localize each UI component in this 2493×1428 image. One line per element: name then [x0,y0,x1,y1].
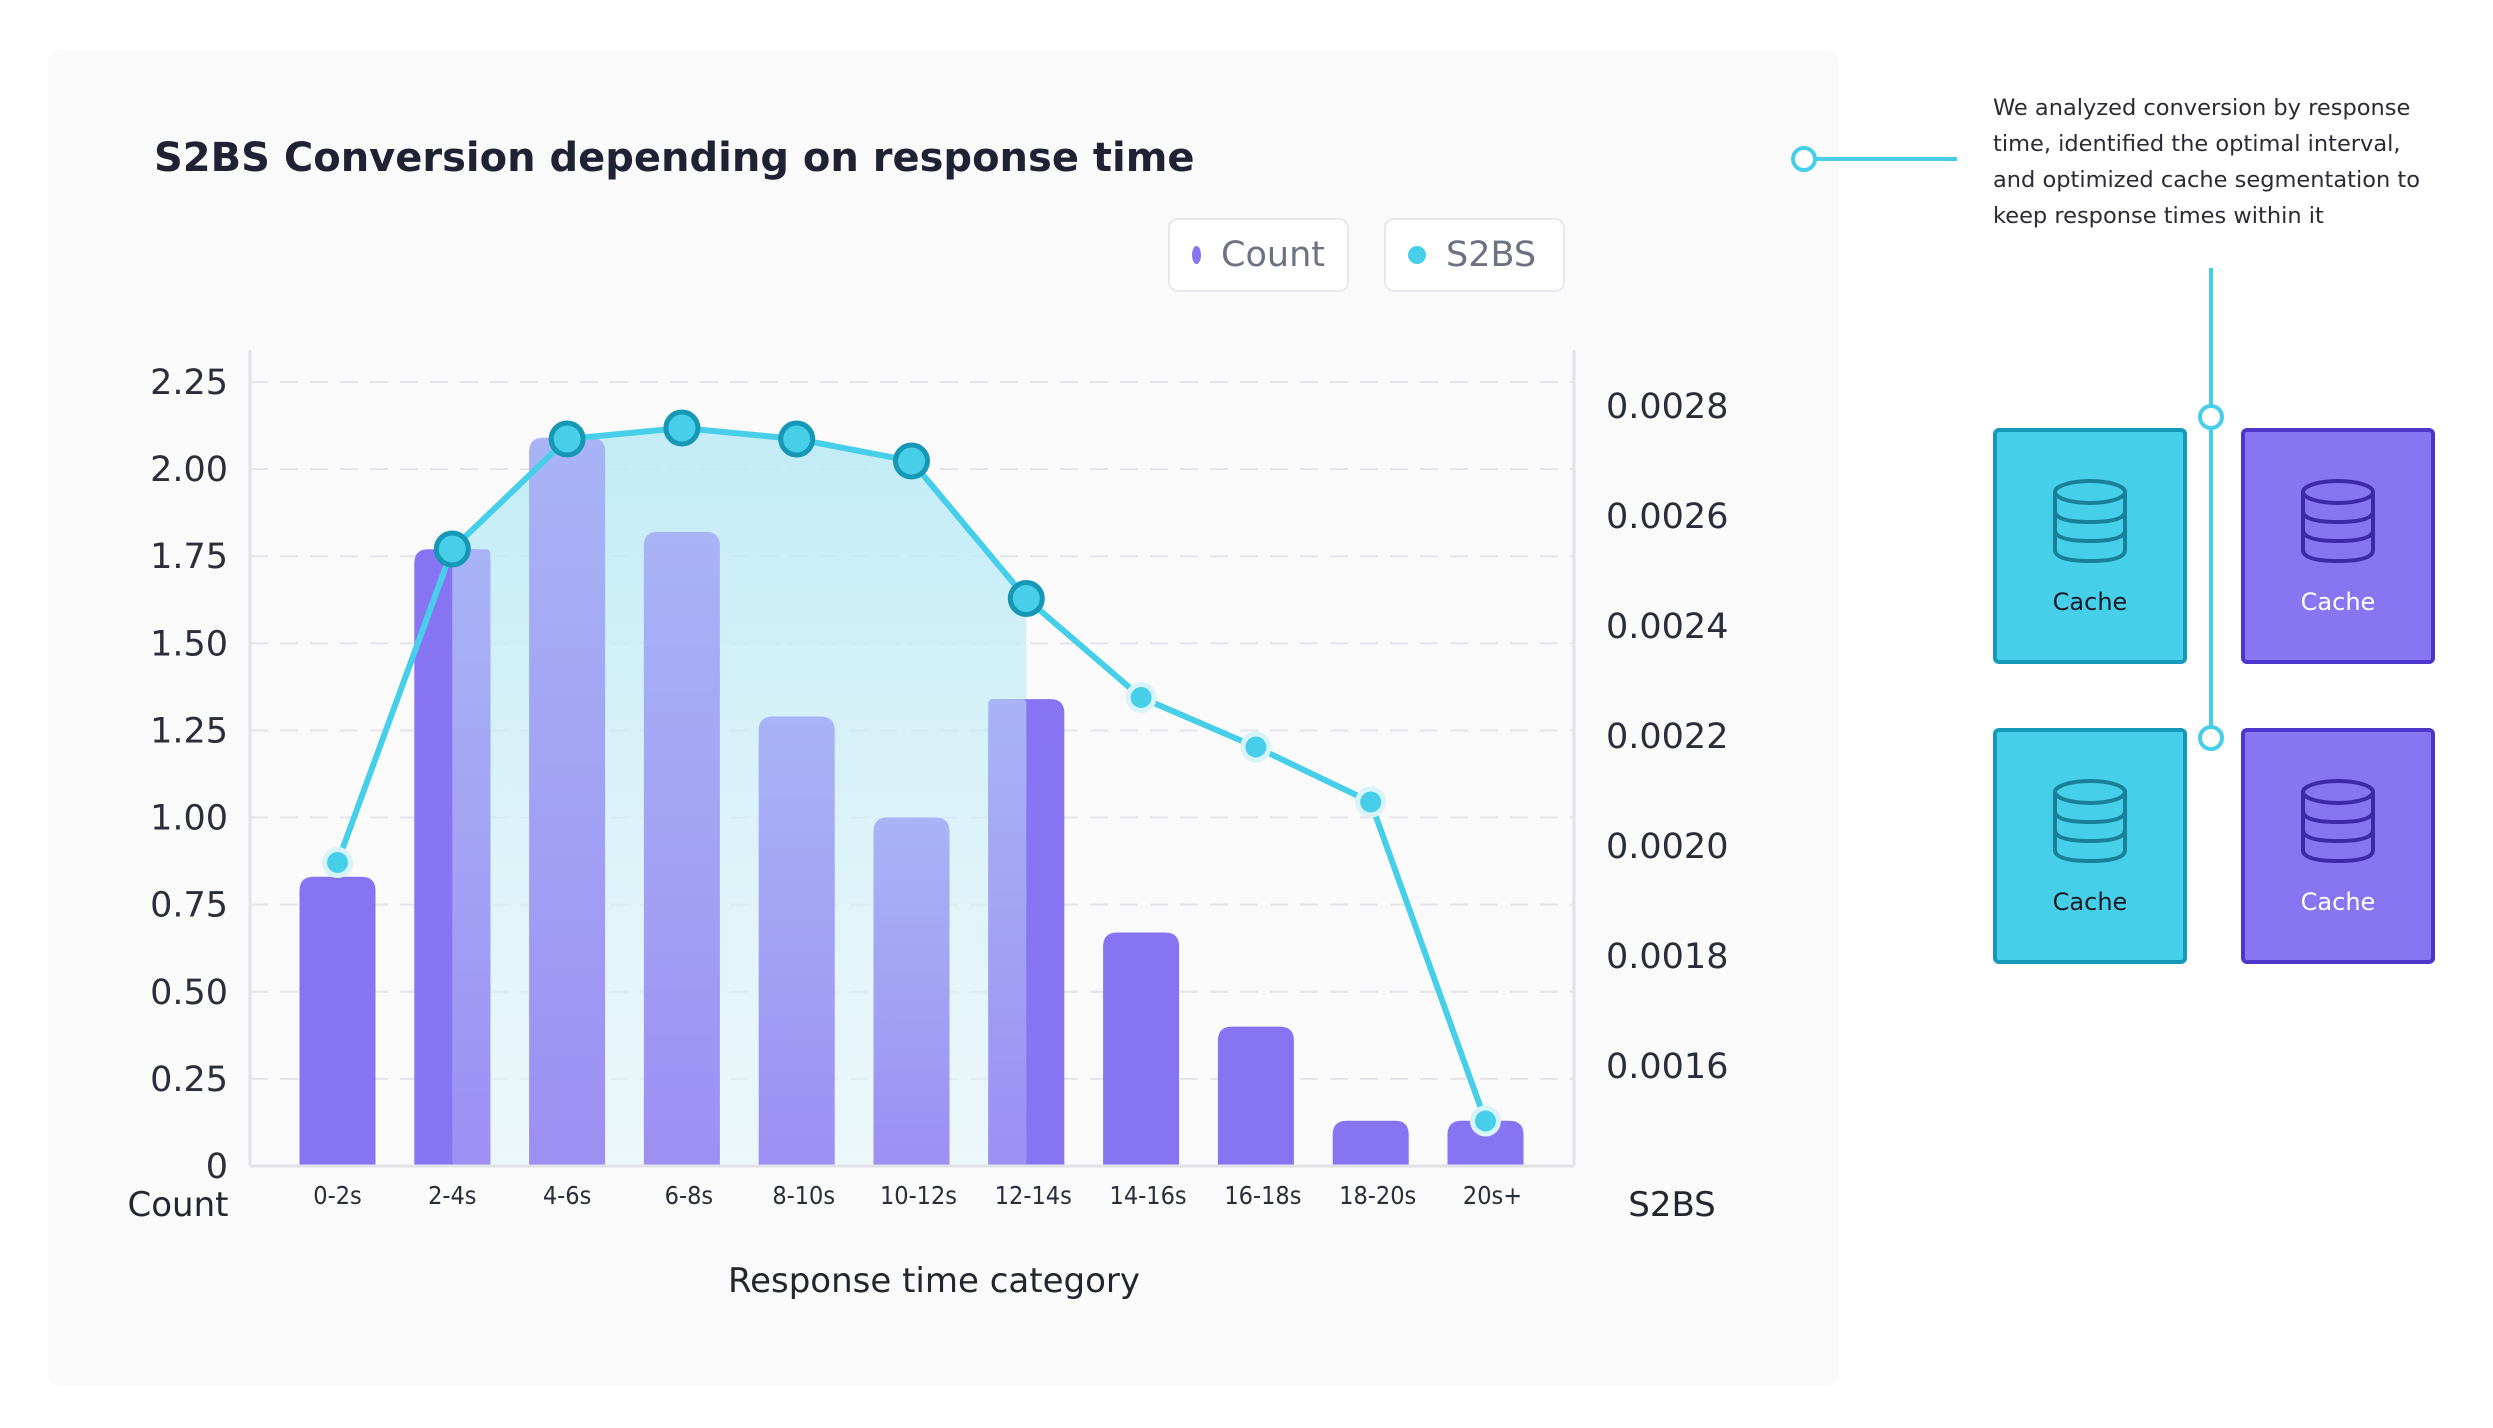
left-tick-label: 2.00 [150,450,228,490]
s2bs-point [1007,580,1045,617]
bar [1332,1120,1409,1166]
left-axis-title: Count [128,1185,229,1225]
bar [299,876,376,1166]
x-tick-label: 12-14s [995,1181,1072,1210]
x-axis-title: Response time category [728,1261,1140,1301]
right-tick-label: 0.0028 [1606,387,1728,427]
bar [1217,1026,1294,1166]
left-tick-label: 1.25 [150,711,228,751]
bar [1103,932,1180,1166]
cache-connector-node [2198,725,2224,751]
database-icon [2301,779,2375,864]
right-tick-label: 0.0026 [1606,497,1728,537]
database-icon [2053,479,2127,564]
cache-label: Cache [2052,588,2128,616]
bars [299,437,1524,1166]
bar [1447,1120,1524,1166]
axes: 0 0.25 0.50 0.75 1.00 1.25 1.50 1.75 2.00 2.25 0.0… [150,350,1728,1210]
left-tick-label: 2.25 [150,363,228,403]
x-tick-label: 8-10s [772,1181,835,1210]
x-tick-label: 4-6s [543,1181,591,1210]
bar [643,531,720,1166]
cache-label: Cache [2052,888,2128,916]
s2bs-point [663,409,701,447]
s2bs-point [1355,786,1387,818]
s2bs-point [893,442,930,480]
x-tick-label: 6-8s [665,1181,713,1210]
bar-highlight-part [988,699,1027,1166]
chart-title: S2BS Conversion depending on response ti… [154,135,1195,181]
cache-box[interactable]: Cache [1993,428,2187,664]
legend-dot-s2bs [1408,246,1426,264]
right-axis-title: S2BS [1628,1185,1716,1225]
right-tick-label: 0.0024 [1606,607,1728,647]
x-tick-label: 14-16s [1110,1181,1187,1210]
right-tick-label: 0.0016 [1606,1047,1728,1087]
s2bs-point [322,847,353,878]
x-tick-label: 16-18s [1224,1181,1301,1210]
cache-box[interactable]: Cache [1993,728,2187,964]
s2bs-point [1125,682,1157,713]
annotation-text: We analyzed conversion by response time,… [1993,95,2420,229]
s2bs-point [548,420,586,458]
x-tick-label: 0-2s [313,1181,361,1210]
legend-item-s2bs[interactable]: S2BS [1384,218,1565,292]
x-tick-label: 10-12s [880,1181,957,1210]
left-tick-label: 1.50 [150,624,228,664]
legend-label-count: Count [1221,235,1325,275]
left-tick-label: 1.75 [150,537,228,577]
bar-highlight-part [452,549,491,1166]
s2bs-point [1470,1105,1501,1137]
bar [873,817,950,1166]
x-tick-label: 18-20s [1339,1181,1416,1210]
cache-box[interactable]: Cache [2241,728,2435,964]
right-tick-label: 0.0022 [1606,717,1728,757]
cache-label: Cache [2300,888,2376,916]
s2bs-point [778,420,816,458]
s2bs-point [1240,731,1272,763]
legend-item-count[interactable]: Count [1168,218,1349,292]
left-tick-label: 0.75 [150,886,228,926]
annotation-anchor [1791,146,1817,172]
cache-label: Cache [2300,588,2376,616]
left-tick-label: 0.50 [150,973,228,1013]
left-tick-label: 0.25 [150,1060,228,1100]
right-tick-label: 0.0018 [1606,937,1728,977]
cache-box[interactable]: Cache [2241,428,2435,664]
database-icon [2301,479,2375,564]
right-tick-label: 0.0020 [1606,827,1728,867]
bar [758,716,835,1166]
s2bs-line [322,409,1501,1137]
left-tick-label: 0 [206,1147,228,1187]
cache-connector-node [2198,404,2224,430]
legend-label-s2bs: S2BS [1446,235,1537,275]
legend-dot-count [1192,246,1202,264]
left-tick-label: 1.00 [150,799,228,839]
x-tick-label: 20s+ [1463,1181,1522,1210]
bar [529,437,606,1166]
database-icon [2053,779,2127,864]
x-tick-label: 2-4s [428,1181,476,1210]
annotation-connectors [1791,146,2224,751]
s2bs-point [433,530,471,568]
